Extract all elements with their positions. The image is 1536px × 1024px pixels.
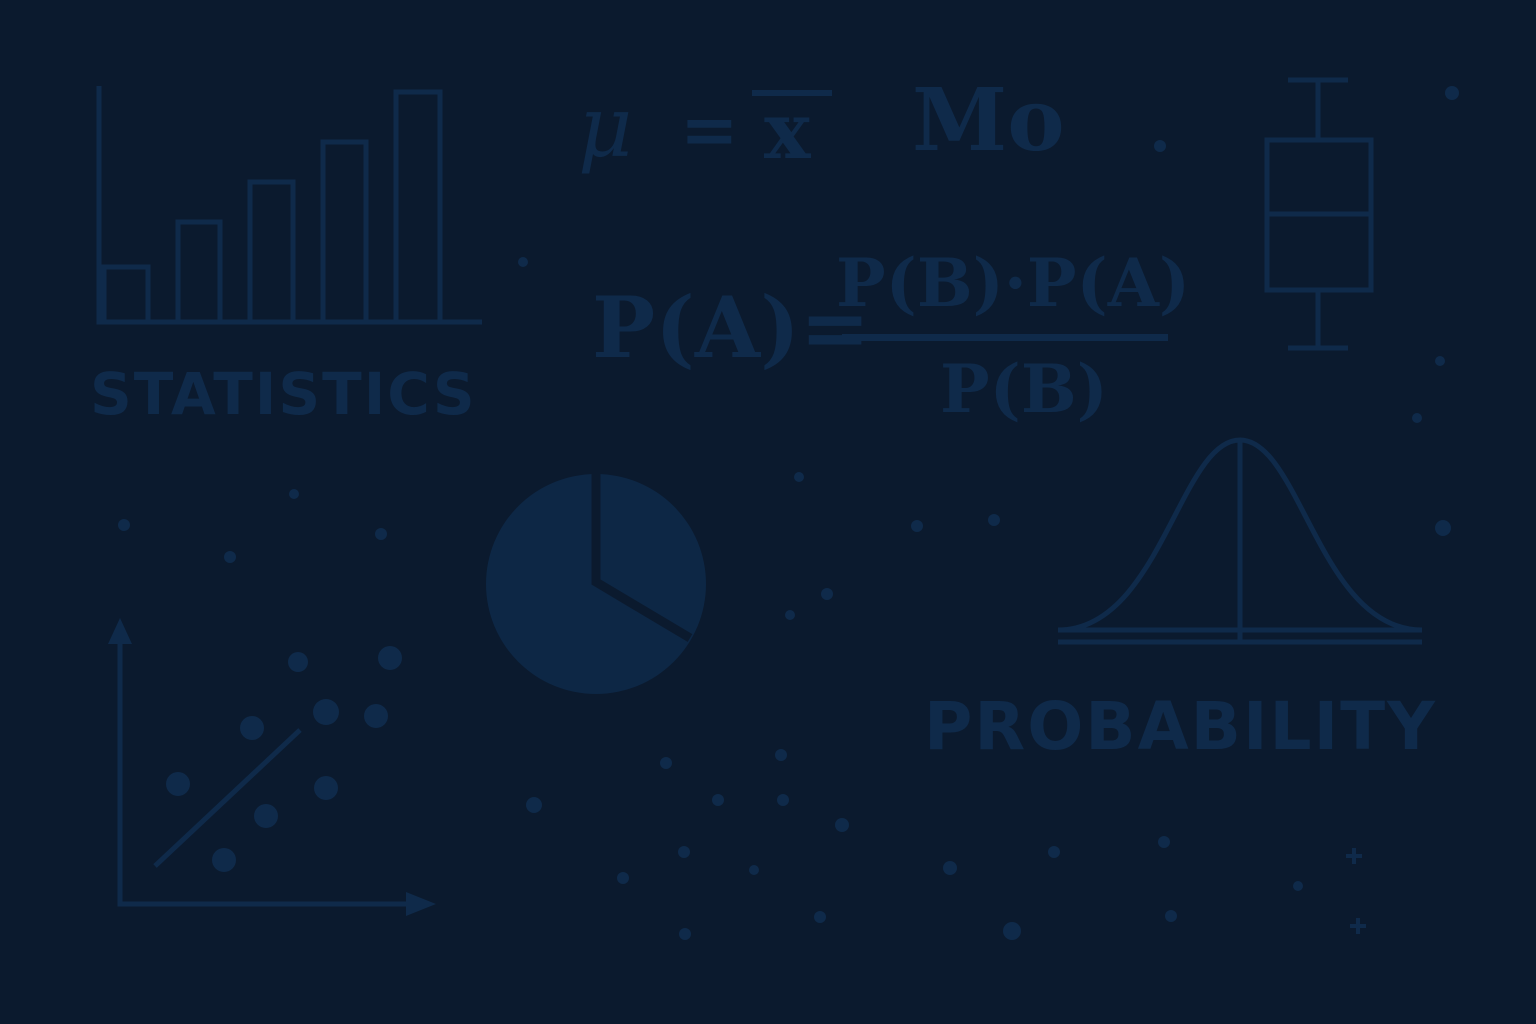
mean-mu-symbol: μ (578, 78, 633, 176)
overline-bar (752, 90, 832, 96)
probability-title: PROBABILITY (924, 688, 1437, 765)
pie-chart-icon (486, 474, 706, 694)
fraction-bar (842, 334, 1168, 341)
box-plot-icon (1264, 77, 1374, 351)
bayes-numerator: P(B)·P(A) (836, 244, 1191, 322)
bayes-denominator: P(B) (940, 350, 1108, 428)
bar-chart-icon (96, 86, 482, 325)
normal-distribution-icon (1057, 437, 1423, 645)
plus-icon (1350, 918, 1366, 934)
mode-symbol: Mo (912, 70, 1065, 171)
mean-equals-sign: = (680, 88, 739, 171)
bayes-lhs: P(A)= (592, 278, 871, 377)
statistics-title: STATISTICS (90, 360, 477, 428)
mean-x-bar: x (764, 86, 811, 177)
plus-icon (1346, 848, 1362, 864)
scatter-plot-icon (108, 618, 436, 916)
